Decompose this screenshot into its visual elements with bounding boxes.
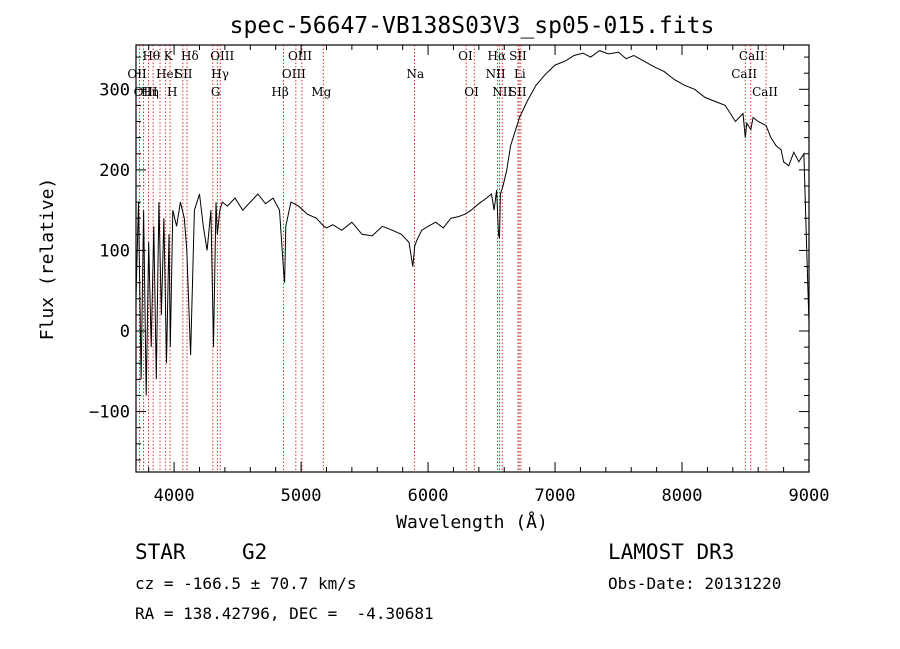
y-tick-label-4: 300 [99,80,130,100]
marker-label-0: Hθ [142,49,160,63]
marker-label-2: Hη [141,85,159,99]
object-class: STAR [135,540,186,564]
marker-label-23: Li [514,67,526,81]
marker-label-27: CaII [752,85,778,99]
x-tick-label-4: 8000 [662,486,703,506]
marker-label-10: Hγ [211,67,229,81]
marker-label-13: OIII [288,49,312,63]
marker-label-4: K [164,49,174,63]
marker-label-22: SII [509,49,527,63]
x-tick-label-5: 9000 [789,486,830,506]
marker-label-20: NII [486,67,506,81]
marker-label-19: Hα [488,49,507,63]
y-tick-label-0: −100 [89,403,130,423]
marker-label-14: OIII [282,67,306,81]
plot-frame [135,44,810,473]
y-tick-label-1: 0 [120,322,130,342]
marker-label-25: CaII [739,49,765,63]
x-axis-label: Wavelength (Å) [396,511,548,533]
marker-label-21: NII [492,85,512,99]
x-tick-label-3: 7000 [535,486,576,506]
marker-label-18: OI [464,85,479,99]
marker-label-6: H [167,85,177,99]
marker-label-17: OI [458,49,473,63]
marker-label-5: HeI [156,67,179,81]
marker-label-8: Hδ [181,49,199,63]
marker-label-7: SII [175,67,193,81]
marker-label-12: Hβ [271,85,288,99]
marker-label-11: G [211,85,221,99]
x-tick-label-2: 6000 [408,486,449,506]
marker-label-1: OII [127,67,147,81]
spectrum-line [135,50,810,396]
object-subclass: G2 [242,540,268,564]
redshift-line: cz = -166.5 ± 70.7 km/s [135,574,357,593]
y-axis-ticks: −100 0 100 200 300 [89,56,809,461]
marker-label-15: Mg [311,85,331,99]
x-tick-label-1: 5000 [281,486,322,506]
line-markers [139,45,767,472]
survey-name: LAMOST DR3 [608,540,735,564]
y-tick-label-3: 200 [99,161,130,181]
x-tick-label-0: 4000 [154,486,195,506]
marker-label-26: CaII [731,67,757,81]
chart-title: spec-56647-VB138S03V3_sp05-015.fits [230,13,715,39]
x-axis-ticks: 4000 5000 6000 7000 8000 9000 [148,45,830,506]
y-axis-label: Flux (relative) [37,178,58,341]
marker-label-16: Na [406,67,424,81]
marker-label-24: SII [509,85,527,99]
coordinates-line: RA = 138.42796, DEC = -4.30681 [135,604,434,623]
marker-label-9: OIII [210,49,234,63]
y-tick-label-2: 100 [99,241,130,261]
marker-label-3: OIII [134,85,158,99]
obs-date: Obs-Date: 20131220 [608,574,782,593]
